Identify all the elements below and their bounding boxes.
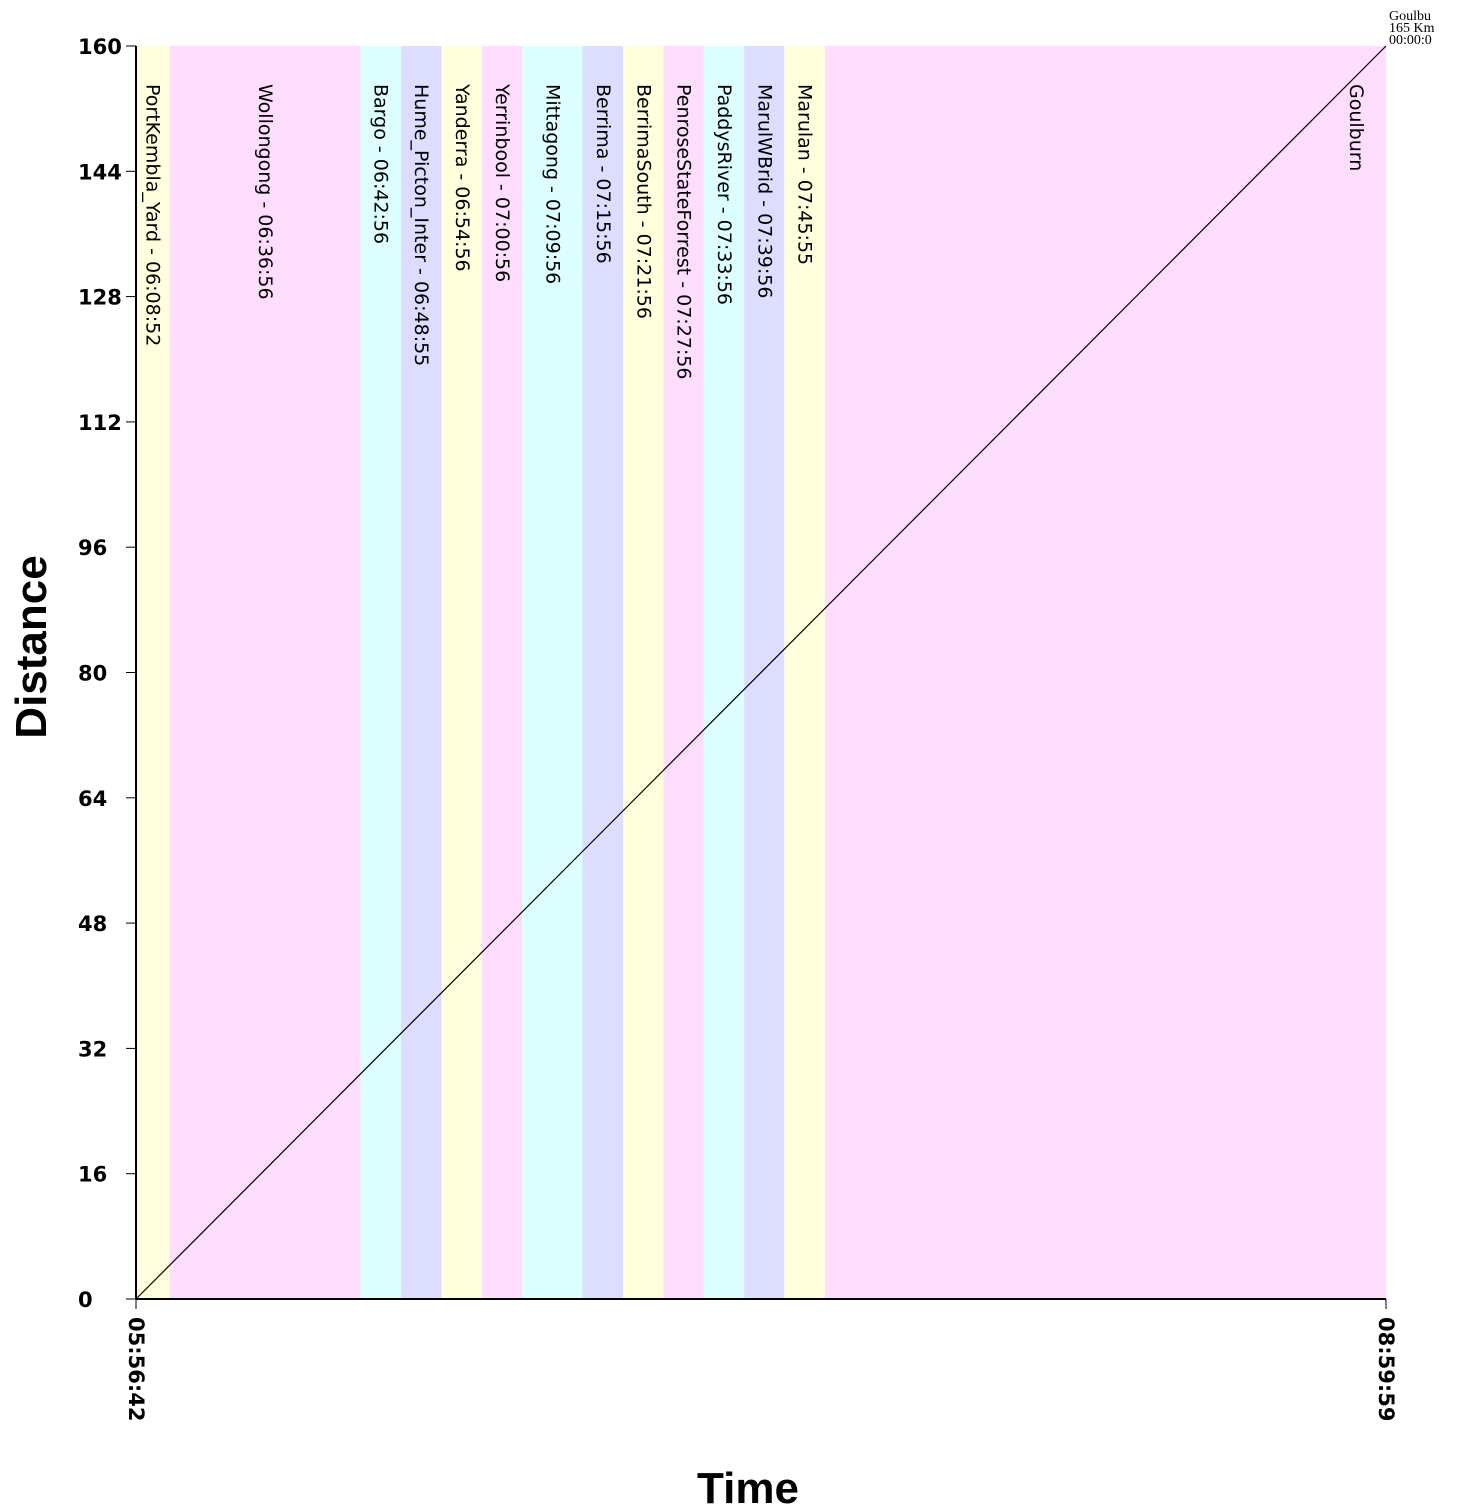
axes xyxy=(126,45,1387,1309)
station-label: PortKembla_Yard - 06:08:52 xyxy=(142,84,164,346)
station-band xyxy=(522,46,583,1299)
y-tick-label: 64 xyxy=(78,787,107,811)
station-band xyxy=(744,46,785,1299)
x-axis-title: Time xyxy=(697,1464,799,1510)
station-band xyxy=(582,46,624,1299)
station-labels: PortKembla_Yard - 06:08:52 Wollongong - 0… xyxy=(142,83,1367,379)
station-band xyxy=(441,46,482,1299)
station-label: Marulan - 07:45:55 xyxy=(794,84,816,265)
station-label: Berrima - 07:15:56 xyxy=(592,84,614,264)
station-band xyxy=(481,46,523,1299)
station-label: Wollongong - 06:36:56 xyxy=(254,84,276,300)
station-band xyxy=(400,46,442,1299)
station-band xyxy=(136,46,170,1299)
y-tick-label: 80 xyxy=(78,662,107,686)
station-label: Yanderra - 06:54:56 xyxy=(451,83,473,272)
y-tick-label: 160 xyxy=(78,35,122,59)
corner-note-line: 00:00:0 xyxy=(1389,33,1432,48)
y-tick-label: 48 xyxy=(78,912,107,936)
y-tick-label: 144 xyxy=(78,160,122,184)
series-line xyxy=(135,45,1387,1300)
y-axis-title: Distance xyxy=(7,555,56,738)
x-tick-labels: 05:56:42 08:59:59 xyxy=(124,1317,1398,1421)
y-tick-labels: 0 16 32 48 64 80 96 112 128 144 160 xyxy=(78,35,122,1312)
corner-note-line: 165 Km xyxy=(1389,21,1435,36)
station-band xyxy=(169,46,361,1299)
x-tick-label: 08:59:59 xyxy=(1374,1317,1398,1421)
y-tick-label: 96 xyxy=(78,536,107,560)
corner-note-line: Goulbu xyxy=(1389,9,1431,24)
station-label: BerrimaSouth - 07:21:56 xyxy=(632,84,654,319)
station-label: MarulWBrid - 07:39:56 xyxy=(753,84,775,298)
station-label: Bargo - 06:42:56 xyxy=(370,84,392,244)
y-tick-label: 32 xyxy=(78,1037,107,1061)
station-band xyxy=(784,46,825,1299)
station-label: Yerrinbool - 07:00:56 xyxy=(491,83,513,282)
station-label: Goulburn xyxy=(1345,84,1367,171)
station-bands xyxy=(136,46,1386,1299)
y-tick-label: 0 xyxy=(78,1288,93,1312)
station-label: Hume_Picton_Inter - 06:48:55 xyxy=(410,84,432,366)
y-tick-label: 128 xyxy=(78,286,122,310)
station-band xyxy=(824,46,1386,1299)
station-label: PaddysRiver - 07:33:56 xyxy=(713,84,735,305)
station-band xyxy=(703,46,745,1299)
x-tick-label: 05:56:42 xyxy=(124,1317,148,1421)
station-label: PenroseStateForrest - 07:27:56 xyxy=(673,84,695,379)
station-label: Mittagong - 07:09:56 xyxy=(541,84,563,284)
station-band xyxy=(663,46,704,1299)
station-band xyxy=(623,46,664,1299)
series-lines xyxy=(135,45,1387,1300)
y-tick-label: 112 xyxy=(78,411,122,435)
station-band xyxy=(360,46,401,1299)
y-tick-label: 16 xyxy=(78,1163,107,1187)
